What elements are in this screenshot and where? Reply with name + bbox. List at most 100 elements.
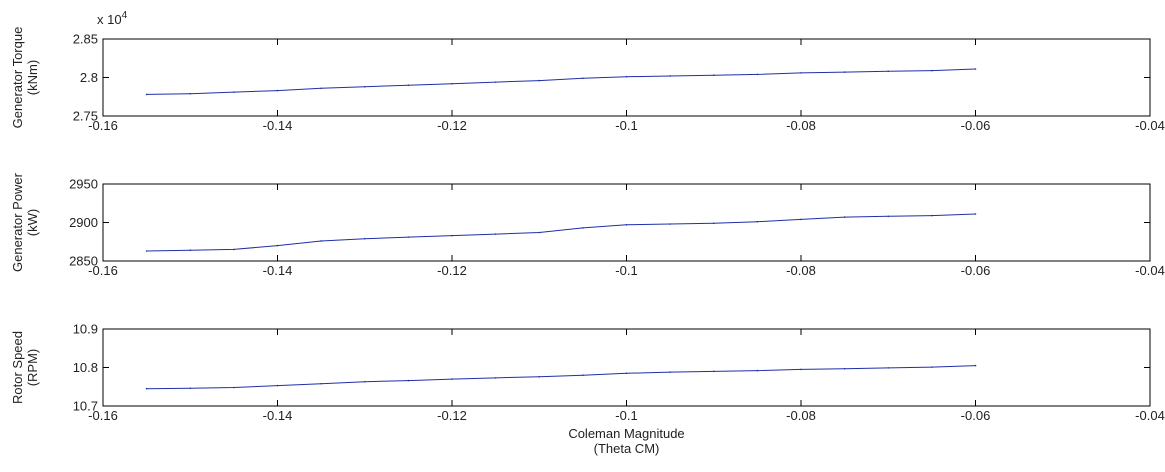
x-axis-label: Coleman Magnitude xyxy=(568,426,684,441)
data-point xyxy=(582,227,584,229)
x-tick-label: -0.04 xyxy=(1135,408,1165,423)
data-point xyxy=(276,89,279,92)
y-tick-label: 10.7 xyxy=(73,399,98,414)
data-point xyxy=(625,75,628,78)
y-tick-label: 2850 xyxy=(69,254,98,269)
x-tick-label: -0.08 xyxy=(786,118,816,133)
data-point xyxy=(843,71,846,73)
data-point xyxy=(669,75,671,77)
x-tick-label: -0.12 xyxy=(437,408,467,423)
data-point xyxy=(320,382,322,385)
y-axis-label: (RPM) xyxy=(25,349,40,387)
axes-frame xyxy=(102,183,1151,262)
data-point xyxy=(407,236,410,238)
x-tick-label: -0.1 xyxy=(615,408,637,423)
data-point xyxy=(843,216,846,218)
x-tick-label: -0.08 xyxy=(786,408,816,423)
x-tick-label: -0.04 xyxy=(1135,118,1165,133)
data-point xyxy=(974,364,977,367)
y-tick-label: 10.9 xyxy=(73,322,98,337)
data-point xyxy=(233,248,235,251)
y-tick-label: 2900 xyxy=(69,215,98,230)
y-axis-label: Generator Torque xyxy=(10,27,25,129)
x-tick-label: -0.14 xyxy=(263,263,293,278)
x-tick-label: -0.14 xyxy=(263,408,293,423)
data-point xyxy=(756,73,759,76)
x-tick-label: -0.08 xyxy=(786,263,816,278)
data-point xyxy=(887,215,890,218)
data-point xyxy=(407,379,410,382)
data-point xyxy=(320,240,322,242)
data-point xyxy=(712,222,715,225)
data-point xyxy=(625,372,628,375)
data-point xyxy=(494,233,497,235)
data-point xyxy=(145,93,148,96)
y-axis-label: Rotor Speed xyxy=(10,331,25,404)
x-tick-label: -0.16 xyxy=(88,408,118,423)
data-point xyxy=(233,386,235,389)
data-point xyxy=(712,370,715,373)
data-point xyxy=(363,237,366,240)
x-tick-label: -0.16 xyxy=(88,118,118,133)
data-point xyxy=(625,224,628,226)
data-point xyxy=(931,69,933,72)
x-tick-label: -0.1 xyxy=(615,263,637,278)
series-line xyxy=(146,68,976,95)
data-point xyxy=(494,81,497,83)
x-tick-label: -0.14 xyxy=(263,118,293,133)
data-point xyxy=(582,77,584,80)
x-tick-label: -0.06 xyxy=(961,118,991,133)
x-tick-label: -0.04 xyxy=(1135,263,1165,278)
x-tick-label: -0.06 xyxy=(961,408,991,423)
subplot-3: -0.16 -0.14 -0.12 -0.1 -0.08 -0.06 -0.04 10.7 10… xyxy=(10,322,1165,457)
axes-frame xyxy=(102,328,1151,407)
data-point xyxy=(494,377,497,379)
subplot-1: -0.16 -0.14 -0.12 -0.1 -0.08 -0.06 -0.04 2.75 2.… xyxy=(10,10,1165,133)
y-axis-label: (kW) xyxy=(25,209,40,236)
data-point xyxy=(931,214,933,217)
data-point xyxy=(538,79,541,82)
data-point xyxy=(189,387,192,390)
x-axis-label: (Theta CM) xyxy=(594,441,660,456)
data-point xyxy=(451,378,453,380)
data-point xyxy=(887,367,890,369)
data-point xyxy=(800,218,802,221)
data-point xyxy=(538,231,541,234)
data-point xyxy=(974,213,977,215)
data-point xyxy=(538,375,541,378)
data-point xyxy=(843,367,846,370)
data-point xyxy=(582,374,584,377)
data-point xyxy=(800,72,802,74)
data-point xyxy=(756,220,759,223)
subplot-2: -0.16 -0.14 -0.12 -0.1 -0.08 -0.06 -0.04 2850 29… xyxy=(10,172,1165,278)
data-point xyxy=(189,249,192,252)
y-tick-label: 2.75 xyxy=(73,109,98,124)
y-tick-label: 2.8 xyxy=(80,70,98,85)
exponent-label: x 104 xyxy=(97,10,128,27)
x-tick-label: -0.1 xyxy=(615,118,637,133)
data-point xyxy=(145,387,148,390)
data-point xyxy=(320,87,322,90)
data-point xyxy=(276,244,279,247)
data-point xyxy=(233,91,235,93)
data-point xyxy=(407,84,410,86)
data-point xyxy=(189,92,192,95)
y-tick-label: 2950 xyxy=(69,177,98,192)
data-point xyxy=(451,234,453,237)
y-tick-label: 10.8 xyxy=(73,360,98,375)
data-point xyxy=(669,371,671,373)
x-tick-label: -0.12 xyxy=(437,263,467,278)
data-point xyxy=(276,384,279,387)
x-tick-label: -0.16 xyxy=(88,263,118,278)
y-axis-label: Generator Power xyxy=(10,172,25,272)
data-point xyxy=(145,250,148,252)
series-line xyxy=(146,213,976,252)
data-point xyxy=(931,366,933,368)
data-point xyxy=(756,369,759,372)
y-tick-label: 2.85 xyxy=(73,32,98,47)
data-point xyxy=(363,85,366,88)
data-point xyxy=(887,70,890,73)
data-point xyxy=(800,368,802,371)
data-point xyxy=(669,223,671,225)
